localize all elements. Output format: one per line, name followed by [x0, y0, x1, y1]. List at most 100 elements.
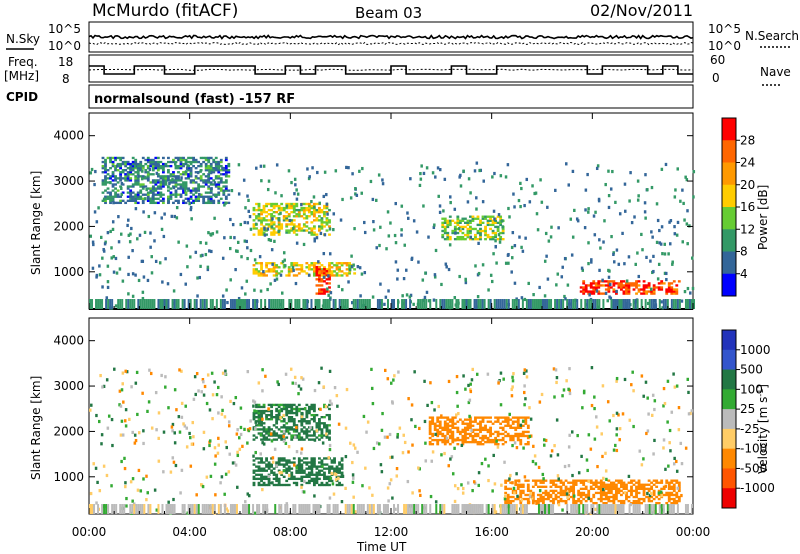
data-cell — [660, 288, 664, 291]
data-cell — [267, 477, 271, 481]
data-cell — [641, 248, 644, 252]
data-cell — [338, 481, 341, 485]
data-cell — [151, 173, 155, 176]
data-cell — [549, 485, 553, 488]
data-cell — [311, 166, 314, 170]
data-cell — [491, 504, 494, 514]
data-cell — [199, 483, 203, 487]
data-cell — [270, 270, 274, 273]
data-cell — [431, 434, 435, 438]
data-cell — [649, 259, 652, 263]
data-cell — [474, 438, 477, 442]
data-cell — [665, 277, 668, 282]
data-cell — [523, 368, 527, 372]
noise-tick-right-top: 10^5 — [708, 22, 741, 36]
data-cell — [544, 493, 548, 497]
data-cell — [366, 504, 369, 514]
data-cell — [366, 420, 370, 424]
data-cell — [598, 299, 601, 309]
data-cell — [496, 225, 500, 229]
data-cell — [384, 504, 387, 514]
data-cell — [141, 290, 145, 294]
data-cell — [222, 181, 226, 184]
data-cell — [214, 493, 217, 497]
data-cell — [584, 495, 588, 499]
data-cell — [451, 420, 455, 423]
data-cell — [461, 438, 465, 442]
data-cell — [116, 181, 120, 184]
data-cell — [295, 407, 299, 411]
data-cell — [599, 489, 603, 493]
data-cell — [287, 420, 291, 423]
data-cell — [275, 473, 279, 476]
data-cell — [584, 290, 588, 293]
data-cell — [134, 273, 137, 277]
data-cell — [496, 445, 500, 449]
data-cell — [333, 264, 336, 267]
data-cell — [305, 475, 309, 479]
data-cell — [352, 263, 355, 267]
data-cell — [515, 472, 518, 476]
data-cell — [323, 215, 326, 218]
data-cell — [313, 237, 316, 241]
data-cell — [154, 259, 158, 264]
data-cell — [246, 194, 249, 198]
data-cell — [496, 432, 500, 436]
data-cell — [574, 499, 578, 503]
data-cell — [504, 499, 508, 503]
data-cell — [297, 438, 301, 441]
data-cell — [221, 166, 224, 170]
data-cell — [265, 432, 268, 435]
data-cell — [111, 175, 115, 178]
data-cell — [645, 431, 648, 436]
data-cell — [469, 237, 472, 241]
data-cell — [300, 270, 304, 273]
data-cell — [456, 438, 460, 442]
data-cell — [573, 208, 576, 212]
data-cell — [292, 223, 296, 226]
data-cell — [182, 422, 185, 426]
data-cell — [272, 299, 275, 309]
data-cell — [285, 225, 289, 228]
data-cell — [491, 175, 494, 179]
data-cell — [441, 504, 444, 514]
data-cell — [594, 507, 597, 511]
data-cell — [669, 242, 672, 246]
data-cell — [129, 179, 133, 182]
data-cell — [297, 392, 300, 396]
data-cell — [129, 171, 133, 174]
data-cell — [451, 229, 455, 233]
data-cell — [599, 483, 603, 486]
data-cell — [153, 239, 156, 243]
data-cell — [671, 260, 674, 264]
data-cell — [189, 169, 193, 172]
data-cell — [217, 160, 221, 164]
data-cell — [292, 422, 296, 425]
data-cell — [265, 428, 268, 431]
data-cell — [335, 268, 339, 271]
data-cell — [209, 162, 213, 166]
data-cell — [173, 214, 177, 219]
data-cell — [489, 217, 492, 220]
data-cell — [287, 461, 291, 464]
data-cell — [362, 414, 366, 419]
data-cell — [292, 262, 296, 265]
data-cell — [206, 267, 210, 272]
data-cell — [584, 188, 588, 192]
data-cell — [151, 169, 155, 172]
data-cell — [614, 292, 618, 295]
data-cell — [612, 413, 615, 418]
data-cell — [436, 420, 440, 423]
data-cell — [302, 432, 306, 435]
data-cell — [526, 430, 530, 434]
data-cell — [328, 416, 331, 419]
data-cell — [458, 221, 462, 225]
data-cell — [393, 504, 396, 514]
data-cell — [509, 501, 513, 505]
data-cell — [380, 470, 384, 474]
data-cell — [643, 210, 647, 214]
data-cell — [211, 504, 214, 514]
data-cell — [217, 164, 221, 168]
data-cell — [527, 299, 530, 309]
data-cell — [617, 262, 621, 266]
